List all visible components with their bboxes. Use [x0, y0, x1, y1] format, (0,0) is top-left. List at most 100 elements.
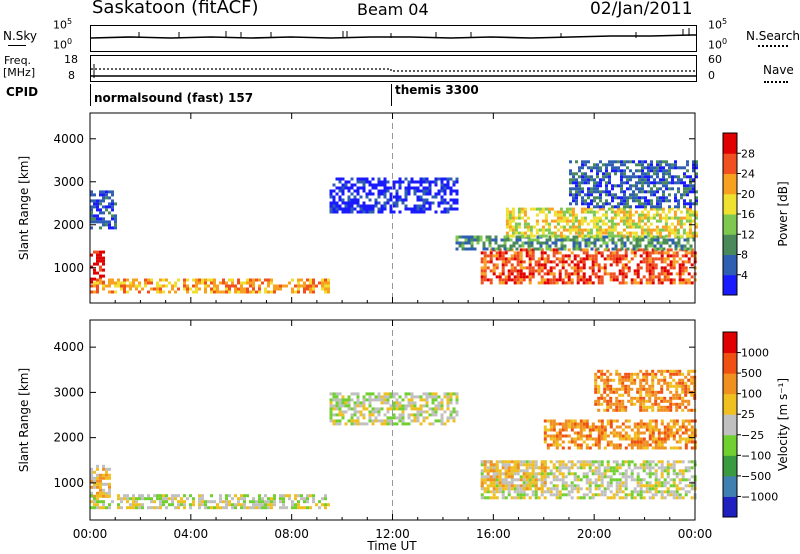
data-cell: [609, 419, 613, 423]
data-cell: [675, 472, 679, 476]
data-cell: [434, 392, 438, 396]
data-cell: [156, 497, 159, 501]
data-cell: [216, 287, 219, 291]
data-cell: [198, 494, 201, 498]
data-cell: [662, 181, 665, 185]
data-cell: [377, 407, 381, 411]
data-cell: [486, 460, 490, 464]
data-cell: [596, 169, 599, 173]
data-cell: [96, 214, 99, 218]
data-cell: [639, 493, 643, 497]
data-cell: [618, 478, 622, 482]
data-cell: [350, 392, 354, 396]
data-cell: [93, 470, 96, 474]
data-cell: [550, 207, 554, 211]
data-cell: [483, 257, 487, 261]
data-cell: [645, 443, 649, 447]
data-cell: [615, 478, 619, 482]
data-cell: [558, 460, 562, 464]
data-cell: [591, 460, 595, 464]
data-cell: [596, 163, 599, 167]
data-cell: [644, 160, 647, 164]
data-cell: [252, 506, 255, 510]
data-cell: [627, 419, 631, 423]
data-cell: [395, 192, 399, 196]
data-cell: [510, 487, 514, 491]
data-cell: [600, 493, 604, 497]
data-cell: [588, 275, 592, 279]
data-cell: [657, 460, 661, 464]
data-cell: [621, 437, 625, 441]
data-cell: [558, 443, 562, 447]
data-cell: [189, 494, 192, 498]
data-cell: [114, 202, 117, 206]
data-cell: [594, 275, 598, 279]
data-cell: [569, 238, 573, 242]
data-cell: [495, 475, 499, 479]
data-cell: [586, 234, 590, 238]
data-cell: [255, 290, 258, 294]
data-cell: [492, 263, 496, 267]
data-cell: [665, 187, 668, 191]
data-cell: [528, 484, 532, 488]
data-cell: [669, 384, 673, 388]
data-cell: [156, 281, 159, 285]
data-cell: [648, 278, 652, 282]
data-cell: [480, 493, 484, 497]
data-cell: [683, 172, 686, 176]
data-cell: [312, 284, 315, 288]
data-cell: [638, 187, 641, 191]
data-cell: [644, 244, 648, 248]
data-cell: [516, 269, 520, 273]
data-cell: [548, 244, 552, 248]
data-cell: [531, 478, 535, 482]
data-cell: [102, 217, 105, 221]
data-cell: [522, 478, 526, 482]
data-cell: [644, 166, 647, 170]
data-cell: [675, 493, 679, 497]
data-cell: [621, 378, 625, 382]
data-cell: [213, 281, 216, 285]
data-cell: [555, 484, 559, 488]
data-cell: [610, 228, 614, 232]
data-cell: [599, 196, 602, 200]
data-cell: [489, 281, 493, 285]
data-cell: [108, 494, 111, 498]
data-cell: [467, 238, 471, 242]
data-cell: [446, 177, 450, 181]
data-cell: [546, 466, 550, 470]
data-cell: [567, 422, 571, 426]
data-cell: [552, 493, 556, 497]
data-cell: [656, 247, 660, 251]
data-cell: [458, 235, 462, 239]
data-cell: [645, 472, 649, 476]
data-cell: [681, 460, 685, 464]
data-cell: [663, 260, 667, 264]
data-cell: [564, 281, 568, 285]
data-cell: [201, 281, 204, 285]
data-cell: [486, 266, 490, 270]
data-cell: [548, 247, 552, 251]
data-cell: [309, 506, 312, 510]
data-cell: [649, 234, 653, 238]
data-cell: [449, 410, 453, 414]
data-cell: [582, 281, 586, 285]
data-cell: [410, 404, 414, 408]
data-cell: [686, 247, 690, 251]
data-cell: [558, 493, 562, 497]
data-cell: [540, 266, 544, 270]
data-cell: [486, 254, 490, 258]
data-cell: [501, 466, 505, 470]
data-cell: [240, 494, 243, 498]
data-cell: [645, 375, 649, 379]
data-cell: [659, 205, 662, 209]
data-cell: [651, 428, 655, 432]
data-cell: [601, 228, 605, 232]
data-cell: [635, 169, 638, 173]
data-cell: [544, 228, 548, 232]
data-cell: [615, 263, 619, 267]
data-cell: [585, 475, 589, 479]
data-cell: [678, 393, 682, 397]
data-cell: [350, 210, 354, 214]
